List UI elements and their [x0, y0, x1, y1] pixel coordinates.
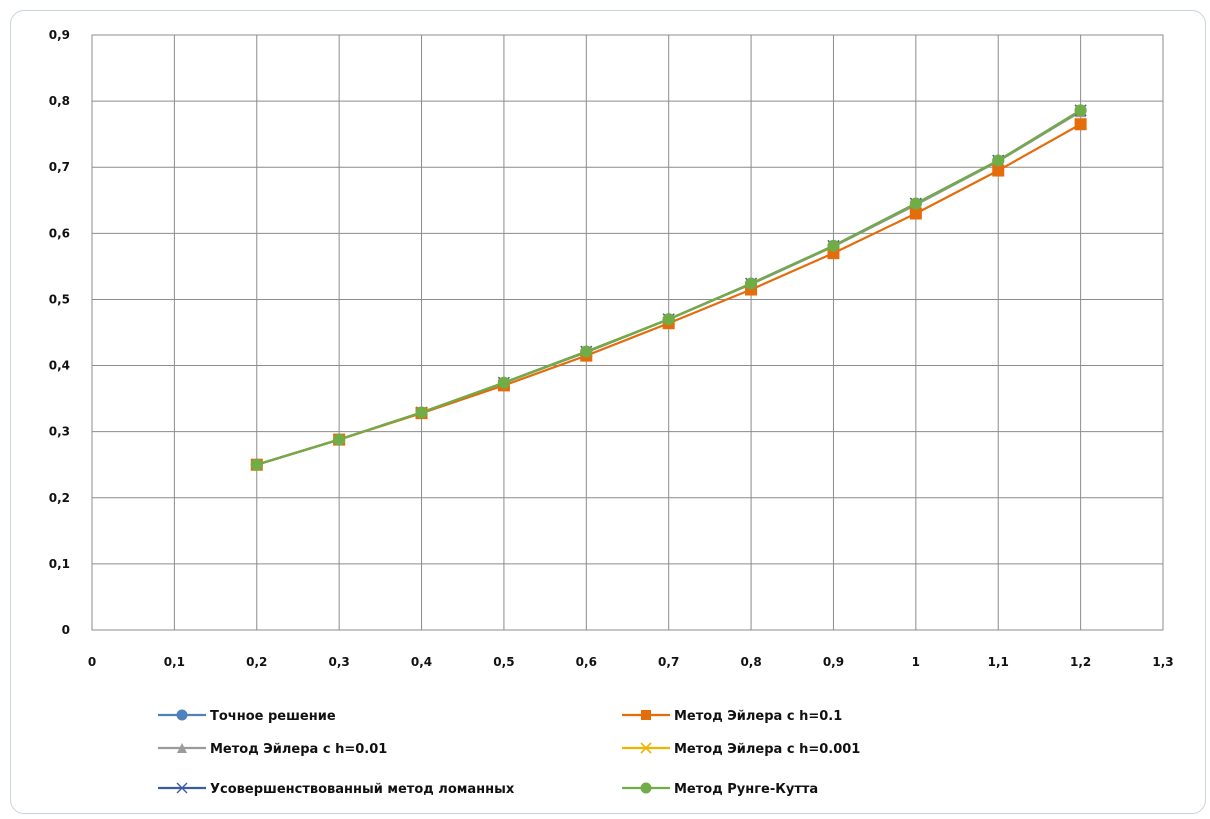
legend: Точное решение Метод Эйлера с h=0.1 Метод …: [158, 709, 860, 797]
data-point: [992, 164, 1005, 177]
data-point: [909, 197, 922, 210]
y-tick-label: 0,1: [49, 557, 70, 571]
data-point: [662, 313, 675, 326]
legend-item: Метод Эйлера с h=0.1: [622, 709, 842, 724]
y-tick-label: 0,8: [49, 94, 70, 108]
data-point: [250, 458, 263, 471]
data-point: [176, 782, 188, 794]
legend-label: Метод Эйлера с h=0.1: [674, 709, 842, 724]
data-point: [333, 433, 346, 446]
data-point: [580, 345, 593, 358]
data-point: [641, 710, 651, 720]
legend-label: Усовершенствованный метод ломанных: [210, 782, 515, 797]
x-tick-label: 1,2: [1070, 655, 1091, 669]
data-point: [909, 207, 922, 220]
data-point: [1074, 104, 1087, 117]
x-tick-label: 0: [88, 655, 96, 669]
data-point: [640, 782, 652, 794]
y-tick-label: 0,5: [49, 292, 70, 306]
x-tick-label: 0,3: [329, 655, 350, 669]
legend-item: Метод Рунге-Кутта: [622, 782, 818, 797]
x-tick-label: 0,8: [740, 655, 761, 669]
data-point: [176, 709, 188, 721]
y-tick-label: 0,2: [49, 491, 70, 505]
y-tick-label: 0,6: [49, 226, 70, 240]
data-point: [992, 154, 1005, 167]
x-tick-label: 0,4: [411, 655, 432, 669]
legend-item: Метод Эйлера с h=0.01: [158, 742, 387, 757]
y-tick-label: 0,4: [49, 359, 70, 373]
x-tick-label: 0,6: [576, 655, 597, 669]
y-tick-label: 0,9: [49, 28, 70, 42]
data-point: [177, 743, 187, 753]
x-tick-label: 0,9: [823, 655, 844, 669]
x-tick-label: 0,1: [164, 655, 185, 669]
x-tick-label: 1,1: [988, 655, 1009, 669]
legend-label: Метод Эйлера с h=0.001: [674, 742, 860, 757]
data-point: [827, 239, 840, 252]
data-point: [1074, 118, 1087, 131]
series-5: [250, 104, 1087, 471]
legend-item: Точное решение: [158, 709, 336, 724]
legend-item: Метод Эйлера с h=0.001: [622, 742, 860, 757]
x-tick-label: 0,2: [246, 655, 267, 669]
data-point: [640, 742, 652, 754]
legend-label: Метод Эйлера с h=0.01: [210, 742, 387, 757]
x-tick-label: 1: [912, 655, 920, 669]
legend-item: Усовершенствованный метод ломанных: [158, 782, 515, 797]
data-point: [745, 277, 758, 290]
x-tick-label: 0,5: [493, 655, 514, 669]
y-tick-label: 0,3: [49, 425, 70, 439]
gridlines: [91, 34, 1164, 631]
chart-frame: [10, 10, 1206, 814]
data-point: [415, 406, 428, 419]
legend-label: Метод Рунге-Кутта: [674, 782, 818, 797]
x-tick-label: 1,3: [1152, 655, 1173, 669]
x-tick-label: 0,7: [658, 655, 679, 669]
plot-area: [91, 34, 1164, 631]
y-tick-label: 0,7: [49, 160, 70, 174]
legend-label: Точное решение: [210, 709, 336, 724]
y-tick-label: 0: [62, 623, 70, 637]
data-point: [497, 376, 510, 389]
